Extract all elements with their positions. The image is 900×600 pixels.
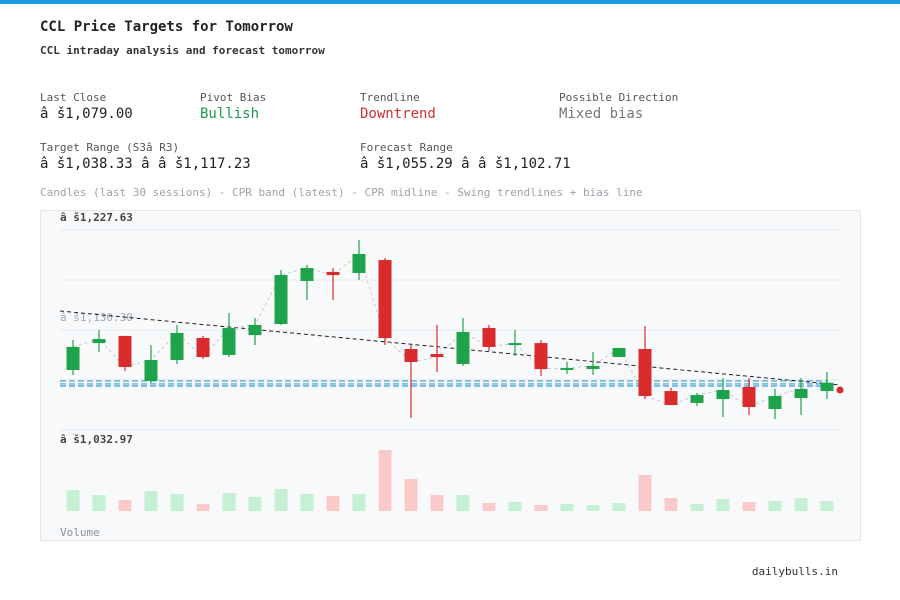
volume-bar [66,490,80,511]
volume-bar [326,496,340,511]
stat-label: Trendline [360,91,420,104]
volume-bar [92,495,106,511]
candle-body [144,360,158,381]
title: CCL Price Targets for Tomorrow [40,19,293,35]
candle-body [560,368,574,370]
volume-bar [404,479,418,511]
candle-body [534,343,548,370]
candle-body [508,343,522,346]
candle-body [430,354,444,358]
candle-body [716,390,730,400]
candle-body [170,332,184,361]
candle-body [638,349,652,396]
volume-bar [560,504,574,511]
y-tick-label: â š1,032.97 [60,433,133,446]
bias-point [836,386,844,394]
close-line [72,253,828,408]
candle-body [274,275,288,325]
candle-body [378,260,392,339]
volume-bar [638,475,652,511]
stat-value: â š1,038.33 â â š1,117.23 [40,156,251,172]
y-tick-label: â š1,227.63 [60,211,133,224]
candle-body [586,365,600,370]
volume-bar [664,498,678,511]
volume-bar [820,501,834,511]
subtitle: CCL intraday analysis and forecast tomor… [40,44,325,57]
volume-bar [352,494,366,511]
volume-bar [456,495,470,511]
stat-value: â š1,055.29 â â š1,102.71 [360,156,571,172]
candle-body [612,347,626,358]
chart-caption: Candles (last 30 sessions) - CPR band (l… [40,186,643,199]
top-bar [0,0,900,4]
volume-bar [196,504,210,511]
volume-bar [482,503,496,511]
stat-value: Bullish [200,106,260,122]
stat-value: Mixed bias [559,106,644,122]
stat-value: â š1,079.00 [40,106,133,122]
candle-body [222,328,236,355]
volume-bar [274,489,288,511]
volume-bar [378,450,392,511]
volume-bar [248,497,262,511]
chart-frame [40,210,861,541]
stat-label: Possible Direction [559,91,679,104]
candle-body [456,331,470,365]
stat-label: Last Close [40,91,107,104]
candle-body [794,388,808,399]
candle-body [404,349,418,362]
candle-body [66,346,80,370]
candle-body [690,395,704,403]
candle-body [742,387,756,407]
stat-label: Target Range (S3â R3) [40,141,180,154]
candle-body [352,253,366,273]
candle-body [482,328,496,347]
volume-bar [768,501,782,511]
volume-bar [612,503,626,511]
candle-body [196,338,210,358]
trendline [59,310,841,386]
y-tick-label: â š1,130.30 [60,311,133,324]
volume-bar [508,502,522,511]
candle-body [248,324,262,336]
volume-bar [716,499,730,511]
volume-label: Volume [60,526,100,539]
candle-body [664,391,678,406]
candle-body [768,395,782,410]
candle-body [300,268,314,281]
volume-bar [586,505,600,511]
volume-bar [430,495,444,511]
volume-bar [222,493,236,511]
candle-body [326,271,340,276]
stat-value: Downtrend [360,106,436,122]
volume-bar [690,504,704,511]
volume-bar [118,500,132,511]
volume-bar [170,494,184,511]
volume-bar [534,505,548,511]
candle-body [118,335,132,367]
stat-label: Forecast Range [360,141,453,154]
candle-body [820,382,834,392]
volume-bar [144,491,158,511]
volume-bar [742,502,756,511]
volume-bar [794,498,808,511]
volume-bar [300,494,314,511]
stat-label: Pivot Bias [200,91,267,104]
footer: dailybulls.in [751,565,838,578]
candle-body [92,339,106,344]
